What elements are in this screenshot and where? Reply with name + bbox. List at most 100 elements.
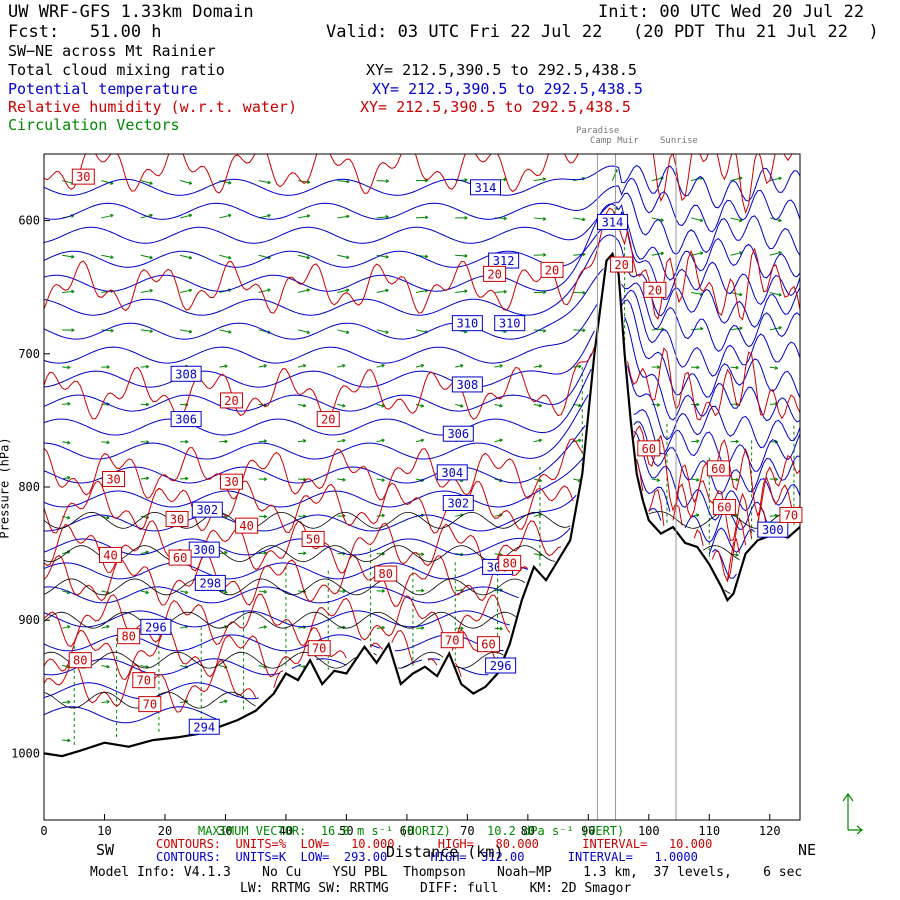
vector-arrow bbox=[455, 289, 468, 294]
svg-text:310: 310 bbox=[499, 317, 521, 331]
vector-arrow bbox=[219, 254, 232, 260]
vector-arrow bbox=[769, 477, 779, 482]
theta-label: 312 bbox=[488, 252, 520, 269]
rh-contour bbox=[44, 207, 800, 321]
svg-text:306: 306 bbox=[447, 427, 469, 441]
svg-text:304: 304 bbox=[441, 466, 463, 480]
vector-arrow bbox=[769, 251, 782, 256]
svg-text:314: 314 bbox=[602, 215, 624, 229]
vector-arrow bbox=[337, 179, 350, 184]
theta-label: 308 bbox=[170, 365, 202, 382]
vector-arrow bbox=[62, 440, 71, 445]
svg-text:310: 310 bbox=[457, 317, 479, 331]
svg-text:302: 302 bbox=[196, 503, 218, 517]
svg-text:80: 80 bbox=[502, 556, 516, 570]
vector-arrow bbox=[533, 328, 547, 333]
svg-text:70: 70 bbox=[784, 508, 798, 522]
vector-arrow bbox=[101, 365, 110, 369]
vector-arrow bbox=[573, 478, 582, 483]
vector-arrow bbox=[297, 477, 307, 482]
vector-arrow bbox=[730, 251, 743, 256]
field-cloud-xy: XY= 212.5,390.5 to 292.5,438.5 bbox=[366, 61, 637, 79]
rh-label: 80 bbox=[498, 554, 522, 571]
svg-text:60: 60 bbox=[481, 638, 495, 652]
theta-labels: 314 314 312 310 310 308 308 306 306 304 302 302 300 3… bbox=[140, 179, 789, 735]
theta-label: 308 bbox=[451, 376, 483, 393]
field-rh: Relative humidity (w.r.t. water) bbox=[8, 98, 297, 116]
vector-arrow bbox=[101, 328, 114, 333]
vector-arrow bbox=[573, 217, 586, 222]
rh-label: 70 bbox=[779, 506, 803, 523]
vector-arrow bbox=[179, 180, 193, 185]
rh-label: 40 bbox=[235, 517, 259, 534]
svg-text:20: 20 bbox=[648, 283, 662, 297]
svg-text:30: 30 bbox=[106, 473, 120, 487]
vector-arrow bbox=[533, 177, 547, 182]
y-axis-title: Pressure (hPa) bbox=[0, 437, 12, 539]
vector-arrow bbox=[769, 513, 778, 518]
vector-arrow bbox=[140, 476, 149, 481]
vector-arrow bbox=[455, 364, 464, 368]
vector-arrow bbox=[415, 626, 425, 630]
init-time: Init: 00 UTC Wed 20 Jul 22 bbox=[598, 2, 865, 22]
rh-label: 70 bbox=[132, 672, 156, 689]
section-title: SW−NE across Mt Rainier bbox=[8, 42, 216, 60]
vector-arrow bbox=[219, 439, 228, 444]
vector-arrow bbox=[455, 403, 464, 408]
theta-contour bbox=[44, 289, 800, 377]
field-cloud-mixing: Total cloud mixing ratio bbox=[8, 61, 225, 79]
vector-arrow bbox=[691, 365, 700, 370]
y-tick-label: 800 bbox=[18, 480, 40, 494]
vector-arrow bbox=[179, 254, 193, 260]
rh-label: 30 bbox=[219, 473, 243, 490]
vector-arrow bbox=[179, 288, 193, 294]
field-theta-xy: XY= 212.5,390.5 to 292.5,438.5 bbox=[372, 80, 643, 98]
rh-label: 20 bbox=[540, 261, 564, 278]
vector-arrow bbox=[62, 625, 71, 629]
theta-label: 302 bbox=[442, 494, 474, 511]
rh-label: 60 bbox=[477, 636, 501, 653]
theta-contour bbox=[44, 299, 800, 398]
svg-text:300: 300 bbox=[762, 523, 784, 537]
vector-arrow bbox=[376, 254, 389, 259]
svg-text:296: 296 bbox=[490, 659, 512, 673]
rh-label: 50 bbox=[301, 530, 325, 547]
vector-arrow bbox=[691, 326, 704, 331]
domain-title: UW WRF-GFS 1.33km Domain bbox=[8, 2, 254, 22]
theta-contour bbox=[44, 548, 737, 580]
svg-text:312: 312 bbox=[493, 254, 515, 268]
landmark-paradise: Paradise bbox=[576, 126, 620, 136]
vector-arrow bbox=[101, 664, 110, 669]
vector-arrow bbox=[376, 288, 389, 294]
vector-arrow bbox=[691, 251, 704, 256]
x-tick-label: 110 bbox=[698, 824, 720, 838]
vector-arrow bbox=[376, 589, 385, 593]
field-rh-xy: XY= 212.5,390.5 to 292.5,438.5 bbox=[360, 98, 631, 116]
svg-text:20: 20 bbox=[487, 267, 501, 281]
x-tick-label: 10 bbox=[97, 824, 111, 838]
theta-contour bbox=[44, 634, 504, 652]
vector-arrow bbox=[297, 214, 311, 219]
vector-arrow bbox=[101, 254, 114, 259]
svg-text:80: 80 bbox=[73, 654, 87, 668]
plot-frame bbox=[43, 153, 801, 821]
vector-arrow bbox=[179, 590, 189, 594]
rh-contour bbox=[44, 347, 800, 421]
vector-arrow bbox=[573, 364, 582, 369]
theta-contour bbox=[44, 365, 800, 449]
vector-arrow bbox=[101, 699, 110, 704]
landmark-sunrise: Sunrise bbox=[660, 136, 698, 146]
theta-contour bbox=[44, 430, 800, 521]
svg-text:20: 20 bbox=[614, 258, 628, 272]
theta-label: 306 bbox=[442, 425, 474, 442]
theta-label: 294 bbox=[188, 718, 220, 735]
rh-label: 20 bbox=[643, 281, 667, 298]
rh-contour bbox=[44, 154, 793, 215]
vector-arrow bbox=[494, 403, 503, 408]
svg-text:294: 294 bbox=[193, 720, 215, 734]
vector-arrow bbox=[415, 363, 425, 368]
svg-text:298: 298 bbox=[199, 576, 221, 590]
svg-text:302: 302 bbox=[447, 496, 469, 510]
rh-contours bbox=[44, 154, 800, 713]
rh-contour bbox=[44, 627, 499, 680]
